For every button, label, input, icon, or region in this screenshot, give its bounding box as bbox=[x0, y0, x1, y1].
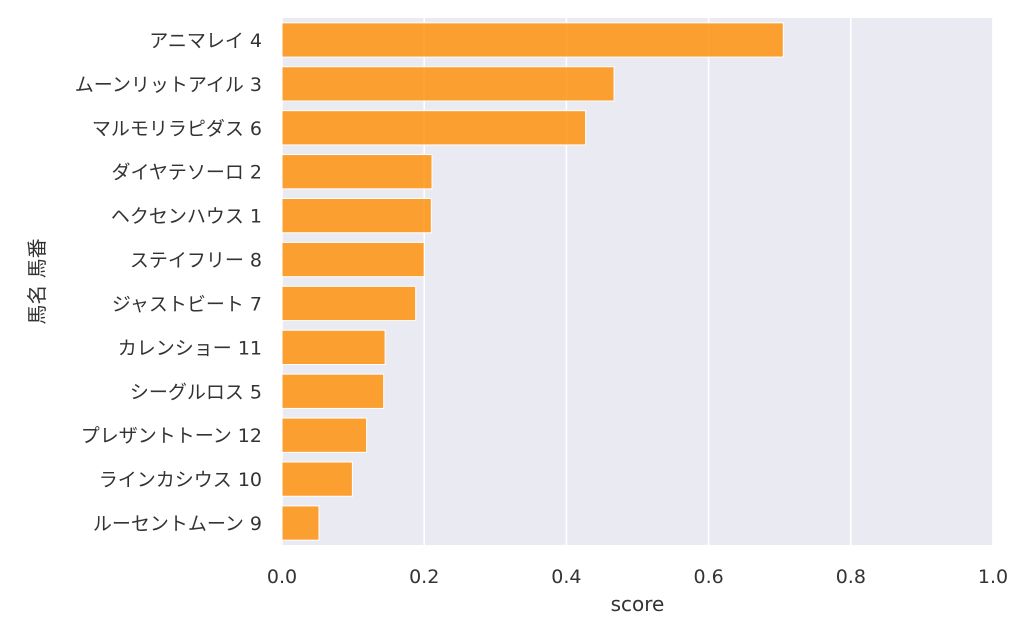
x-tick-label: 0.4 bbox=[551, 566, 581, 588]
y-tick-label: ルーセントムーン 9 bbox=[93, 513, 262, 535]
bar bbox=[281, 110, 587, 146]
bars bbox=[281, 22, 784, 541]
bar bbox=[281, 417, 368, 453]
y-tick-label: シーグルロス 5 bbox=[130, 381, 262, 403]
bar bbox=[281, 373, 385, 409]
grid-lines bbox=[281, 18, 994, 545]
y-tick-labels: アニマレイ 4 ムーンリットアイル 3 マルモリラピダス 6 ダイヤテソーロ 2 ヘクセ… bbox=[75, 30, 262, 535]
y-tick-label: ヘクセンハウス 1 bbox=[111, 206, 262, 228]
y-axis-label: 馬名 馬番 bbox=[25, 238, 49, 324]
bar bbox=[281, 241, 425, 278]
bar bbox=[281, 505, 320, 541]
y-tick-label: ジャストビート 7 bbox=[112, 293, 262, 315]
bar bbox=[281, 154, 433, 190]
bar bbox=[281, 285, 417, 322]
bar bbox=[281, 197, 432, 234]
y-tick-label: プレザントトーン 12 bbox=[81, 425, 262, 447]
plot-background bbox=[282, 18, 993, 545]
x-tick-label: 0.2 bbox=[409, 566, 439, 588]
bar bbox=[281, 461, 353, 497]
x-axis-label: score bbox=[611, 592, 665, 616]
x-tick-labels: 0.0 0.2 0.4 0.6 0.8 1.0 bbox=[267, 566, 1008, 588]
x-tick-label: 0.6 bbox=[693, 566, 723, 588]
y-tick-label: ステイフリー 8 bbox=[130, 250, 262, 272]
bar bbox=[281, 329, 386, 366]
x-tick-label: 0.8 bbox=[836, 566, 866, 588]
x-tick-label: 0.0 bbox=[267, 566, 297, 588]
x-tick-label: 1.0 bbox=[978, 566, 1008, 588]
y-tick-label: アニマレイ 4 bbox=[149, 30, 262, 52]
y-tick-label: ダイヤテソーロ 2 bbox=[111, 162, 262, 184]
y-tick-label: カレンショー 11 bbox=[118, 337, 262, 359]
y-tick-label: ムーンリットアイル 3 bbox=[75, 74, 262, 96]
y-tick-label: ラインカシウス 10 bbox=[99, 469, 262, 491]
bar bbox=[281, 22, 784, 58]
y-tick-label: マルモリラピダス 6 bbox=[92, 118, 262, 140]
bar bbox=[281, 66, 615, 102]
